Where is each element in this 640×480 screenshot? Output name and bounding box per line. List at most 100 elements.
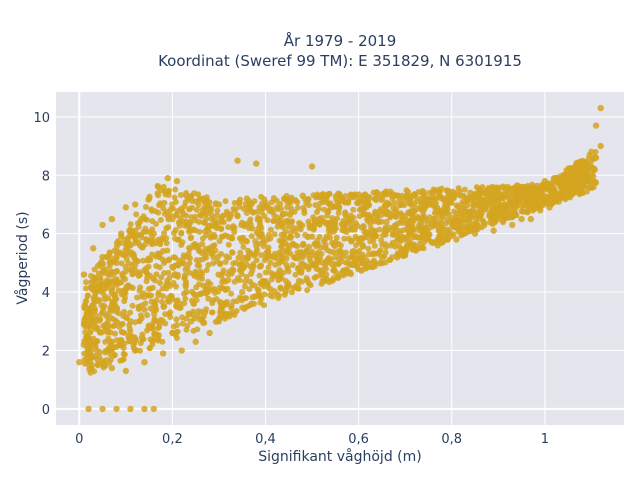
scatter-cloud-point: [336, 203, 343, 210]
scatter-cloud-point: [113, 267, 120, 274]
scatter-cloud-point: [99, 269, 106, 276]
scatter-cloud-point: [272, 261, 279, 268]
scatter-point: [592, 154, 600, 161]
scatter-cloud-point: [153, 262, 160, 269]
scatter-cloud-point: [357, 235, 364, 242]
scatter-point: [131, 347, 139, 354]
scatter-cloud-point: [182, 222, 189, 229]
scatter-cloud-point: [475, 222, 482, 229]
y-tick-label: 4: [42, 286, 50, 301]
scatter-cloud-point: [453, 202, 460, 209]
scatter-cloud-point: [289, 240, 296, 247]
scatter-cloud-point: [431, 210, 438, 217]
scatter-cloud-point: [203, 290, 210, 297]
scatter-cloud-point: [378, 237, 385, 244]
scatter-cloud-point: [283, 255, 290, 262]
scatter-cloud-point: [365, 211, 372, 218]
scatter-cloud-point: [331, 217, 338, 224]
scatter-cloud-point: [127, 328, 134, 335]
scatter-cloud-point: [187, 235, 194, 242]
scatter-cloud-point: [185, 310, 192, 317]
scatter-point: [388, 242, 395, 249]
scatter-cloud-point: [342, 211, 349, 218]
scatter-point: [215, 201, 223, 208]
scatter-point: [117, 341, 125, 348]
scatter-cloud-point: [215, 253, 222, 260]
scatter-cloud-point: [295, 285, 302, 292]
scatter-point: [164, 280, 171, 287]
scatter-point: [271, 250, 279, 258]
scatter-point: [220, 300, 227, 307]
scatter-cloud-point: [308, 223, 315, 230]
scatter-cloud-point: [325, 207, 332, 214]
scatter-point: [569, 166, 576, 173]
scatter-cloud-point: [261, 302, 268, 309]
scatter-cloud-point: [310, 214, 317, 221]
scatter-cloud-point: [92, 290, 99, 297]
scatter-point: [99, 221, 106, 229]
scatter-point: [509, 221, 516, 229]
scatter-point: [448, 192, 455, 199]
scatter-cloud-point: [335, 240, 342, 247]
scatter-cloud-point: [371, 196, 378, 203]
scatter-cloud-point: [322, 197, 329, 204]
scatter-cloud-point: [183, 326, 190, 333]
scatter-cloud-point: [159, 338, 166, 345]
scatter-cloud-point: [271, 231, 278, 238]
scatter-cloud-point: [239, 304, 246, 311]
scatter-cloud-point: [282, 235, 289, 242]
scatter-cloud-point: [98, 329, 105, 336]
scatter-point: [225, 233, 232, 240]
scatter-point: [299, 192, 306, 199]
scatter-point: [159, 350, 167, 357]
scatter-cloud-point: [350, 206, 357, 213]
scatter-cloud-point: [494, 207, 501, 214]
scatter-cloud-point: [216, 238, 223, 245]
scatter-cloud-point: [340, 253, 347, 260]
scatter-point: [150, 335, 157, 343]
scatter-point: [113, 306, 120, 313]
scatter-point: [411, 192, 418, 199]
scatter-cloud-point: [115, 287, 122, 294]
scatter-cloud-point: [285, 268, 292, 275]
scatter-cloud-point: [493, 214, 500, 221]
scatter-cloud-point: [299, 260, 306, 267]
scatter-cloud-point: [564, 180, 571, 187]
scatter-cloud-point: [135, 258, 142, 265]
scatter-cloud-point: [243, 273, 250, 280]
scatter-cloud-point: [207, 250, 214, 257]
scatter-point: [443, 230, 451, 237]
scatter-cloud-point: [90, 277, 97, 284]
scatter-cloud-point: [119, 251, 126, 258]
scatter-cloud-point: [117, 357, 124, 364]
scatter-cloud-point: [291, 208, 298, 215]
scatter-point: [532, 186, 539, 194]
scatter-cloud-point: [367, 220, 374, 227]
scatter-cloud-point: [98, 281, 105, 288]
scatter-cloud-point: [162, 311, 169, 318]
scatter-cloud-point: [590, 184, 597, 191]
scatter-point: [485, 189, 493, 196]
scatter-cloud-point: [468, 220, 475, 227]
scatter-point: [439, 210, 446, 217]
scatter-cloud-point: [422, 204, 429, 211]
scatter-cloud-point: [196, 218, 203, 225]
scatter-cloud-point: [107, 351, 114, 358]
scatter-point: [252, 160, 260, 167]
scatter-cloud-point: [261, 257, 268, 264]
y-tick-label: 0: [42, 403, 50, 418]
scatter-cloud-point: [106, 262, 113, 269]
scatter-point: [201, 309, 209, 316]
scatter-cloud-point: [582, 179, 589, 186]
scatter-cloud-point: [249, 208, 256, 215]
scatter-cloud-point: [151, 311, 158, 318]
scatter-cloud-point: [102, 347, 109, 354]
scatter-cloud-point: [167, 292, 174, 299]
scatter-cloud-point: [170, 323, 177, 330]
scatter-cloud-point: [279, 211, 286, 218]
scatter-cloud-point: [366, 194, 373, 201]
scatter-cloud-point: [214, 207, 221, 214]
scatter-cloud-point: [247, 202, 254, 209]
scatter-cloud-point: [236, 199, 243, 206]
scatter-cloud-point: [225, 241, 232, 248]
